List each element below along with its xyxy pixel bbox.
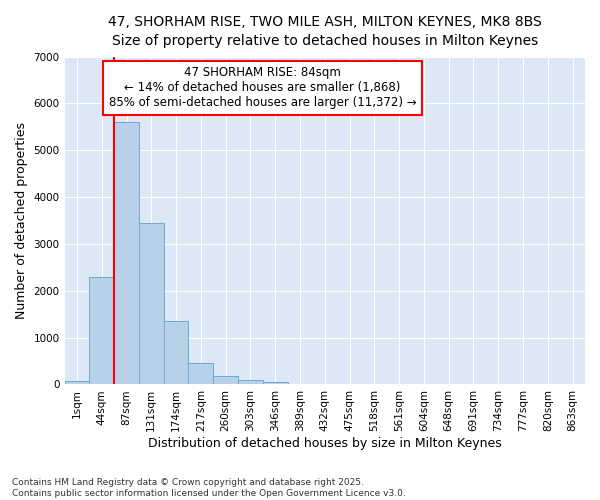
- Y-axis label: Number of detached properties: Number of detached properties: [15, 122, 28, 319]
- Bar: [139, 223, 164, 384]
- Bar: [164, 321, 188, 384]
- Bar: [188, 364, 213, 384]
- Bar: [114, 122, 139, 384]
- Title: 47, SHORHAM RISE, TWO MILE ASH, MILTON KEYNES, MK8 8BS
Size of property relative: 47, SHORHAM RISE, TWO MILE ASH, MILTON K…: [108, 15, 542, 48]
- Bar: [213, 376, 238, 384]
- Bar: [65, 381, 89, 384]
- Text: Contains HM Land Registry data © Crown copyright and database right 2025.
Contai: Contains HM Land Registry data © Crown c…: [12, 478, 406, 498]
- Text: 47 SHORHAM RISE: 84sqm
← 14% of detached houses are smaller (1,868)
85% of semi-: 47 SHORHAM RISE: 84sqm ← 14% of detached…: [109, 66, 416, 110]
- Bar: [89, 276, 114, 384]
- Bar: [238, 380, 263, 384]
- Bar: [263, 382, 287, 384]
- X-axis label: Distribution of detached houses by size in Milton Keynes: Distribution of detached houses by size …: [148, 437, 502, 450]
